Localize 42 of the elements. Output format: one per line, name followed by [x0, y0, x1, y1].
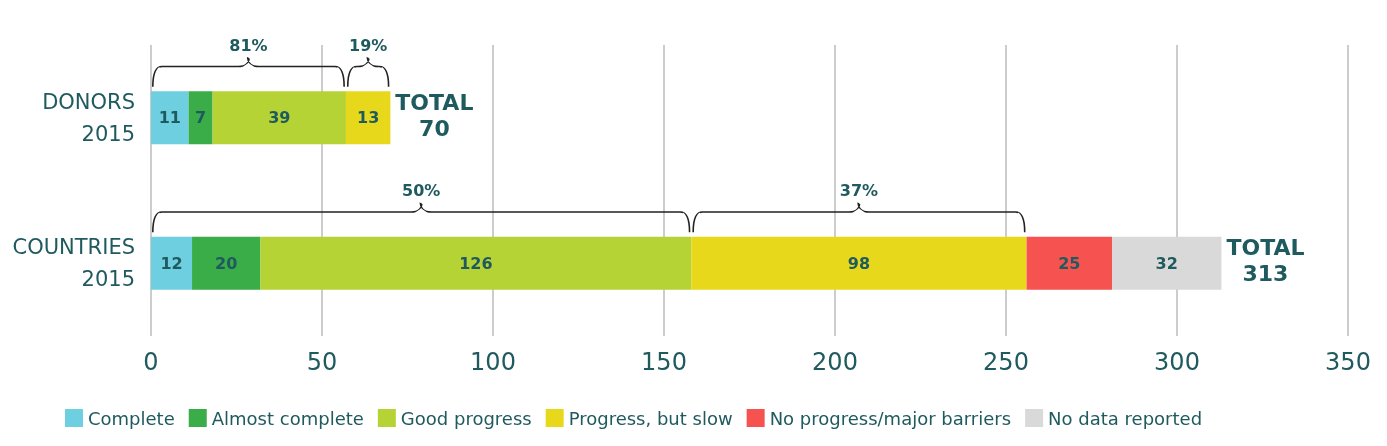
annotation: 37%	[839, 181, 879, 201]
x-tick-label: 150	[641, 348, 687, 376]
bar	[1026, 236, 1113, 290]
legend-label: No data reported	[1048, 407, 1203, 429]
x-tick-label: 100	[470, 348, 516, 376]
bar	[151, 91, 189, 145]
bar	[691, 236, 1027, 290]
data-label: 25	[1058, 253, 1081, 273]
data-label: 98	[847, 253, 871, 273]
bar	[188, 91, 213, 145]
data-label: 11	[158, 108, 181, 128]
total-label: TOTAL 70	[395, 89, 474, 141]
bar	[212, 91, 346, 145]
x-tick-label: 50	[306, 348, 338, 376]
data-label: 32	[1155, 253, 1178, 273]
x-tick-label: 350	[1325, 348, 1371, 376]
x-tick-label: 0	[143, 348, 159, 376]
x-tick-label: 200	[812, 348, 858, 376]
bar	[151, 236, 193, 290]
data-label: 12	[160, 253, 183, 273]
legend-label: Complete	[88, 407, 175, 429]
total-label: TOTAL 313	[1226, 235, 1305, 287]
annotation: 81%	[229, 35, 268, 55]
y-tick-label: COUNTRIES 2015	[12, 235, 135, 292]
bar	[192, 236, 261, 290]
legend-label: No progress/major barriers	[769, 407, 1012, 429]
bar	[345, 91, 391, 145]
data-label: 20	[215, 253, 238, 273]
legend-label: Good progress	[400, 407, 532, 429]
data-label: 13	[357, 108, 380, 128]
data-label: 39	[268, 108, 291, 128]
legend-label: Progress, but slow	[568, 407, 733, 429]
annotation: 50%	[402, 181, 441, 201]
data-label: 7	[195, 108, 207, 128]
bar	[260, 236, 692, 290]
annotation: 19%	[349, 35, 388, 55]
x-tick-label: 250	[983, 348, 1029, 376]
x-tick-label: 300	[1154, 348, 1200, 376]
legend-label: Almost complete	[211, 407, 364, 429]
bar	[1112, 236, 1222, 290]
y-tick-label: DONORS 2015	[42, 89, 135, 146]
data-label: 126	[459, 253, 493, 273]
